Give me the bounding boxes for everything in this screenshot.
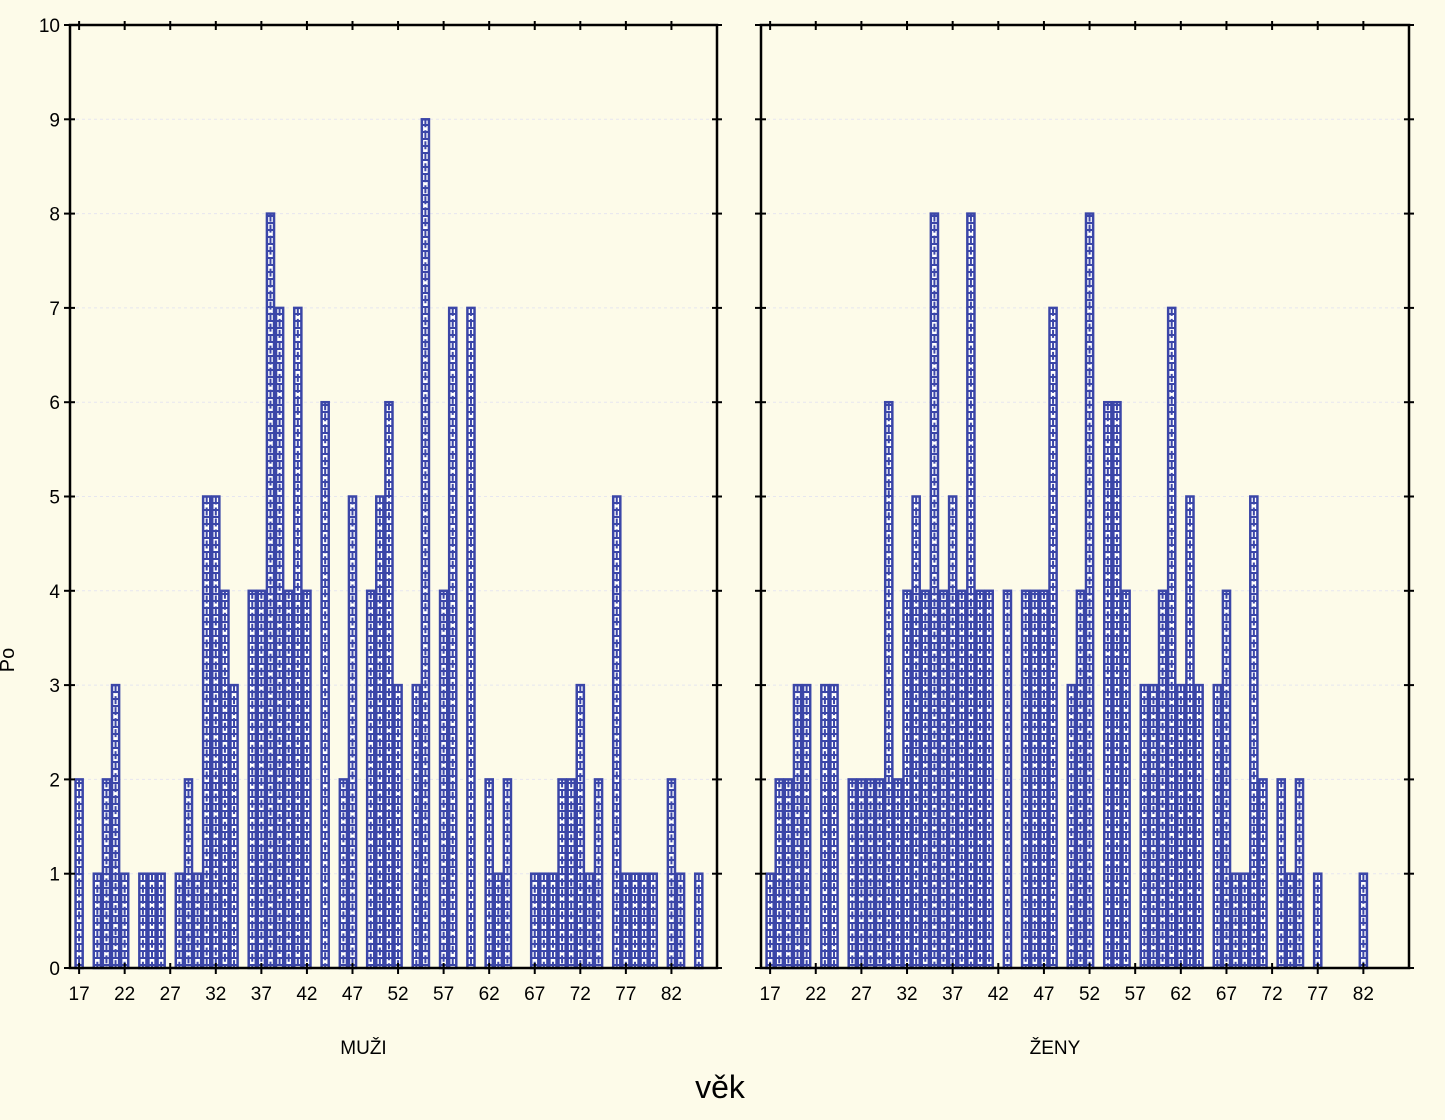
x-tick-label: 52 [1079,984,1100,1005]
y-tick-label: 4 [49,582,60,603]
bar [1212,683,1223,970]
x-tick-label: 37 [942,984,963,1005]
x-tick-label: 77 [615,984,636,1005]
x-axis-label: věk [695,1069,746,1105]
panel-2: 17 22 27 32 37 42 47 52 57 62 67 72 77 82 ŽENY [755,21,1414,1059]
x-tick-label: 82 [1353,984,1374,1005]
x-tick-label: 57 [1125,984,1146,1005]
y-tick-label: 6 [49,393,60,414]
x-tick-label: 82 [661,984,682,1005]
x-tick-label: 17 [760,984,781,1005]
y-tick-label: 2 [49,770,60,791]
x-tick-label: 47 [1033,984,1054,1005]
bar [393,683,403,970]
x-tick-label: 22 [805,984,826,1005]
y-tick-label: 9 [49,110,60,131]
x-tick-label: 62 [1170,984,1191,1005]
x-tick-label: 37 [251,984,272,1005]
bar [829,683,839,970]
bar [229,683,239,970]
y-tick-label: 5 [49,488,60,509]
x-tick-label: 72 [1262,984,1283,1005]
x-tick-label: 67 [1216,984,1237,1005]
panel-name: ŽENY [1030,1037,1081,1059]
x-tick-label: 32 [205,984,226,1005]
x-tick-label: 62 [479,984,500,1005]
y-tick-label: 1 [49,865,60,886]
x-tick-label: 42 [296,984,317,1005]
x-tick-label: 52 [387,984,408,1005]
x-tick-label: 57 [433,984,454,1005]
bar [1176,683,1186,970]
x-tick-label: 17 [69,984,90,1005]
x-tick-label: 47 [342,984,363,1005]
y-tick-label: 8 [49,205,60,226]
panel-name: MUŽI [340,1037,386,1059]
y-axis-label: Po [0,648,19,672]
bar [411,683,422,970]
bar [1066,683,1077,970]
bar [1148,683,1159,970]
x-tick-label: 32 [896,984,917,1005]
bar [575,683,586,970]
x-tick-label: 27 [160,984,181,1005]
bar [1194,683,1204,970]
bar [110,683,121,970]
y-tick-label: 3 [49,676,60,697]
x-tick-label: 72 [570,984,591,1005]
y-tick-label: 7 [49,299,60,320]
x-tick-label: 77 [1307,984,1328,1005]
y-tick-label: 10 [39,16,60,37]
bar [820,683,830,970]
bar [801,683,812,970]
x-tick-label: 42 [988,984,1009,1005]
x-tick-label: 27 [851,984,872,1005]
y-tick-label: 0 [49,959,60,980]
x-tick-label: 67 [524,984,545,1005]
x-tick-label: 22 [114,984,135,1005]
bar [1139,683,1150,970]
bar [792,683,803,970]
